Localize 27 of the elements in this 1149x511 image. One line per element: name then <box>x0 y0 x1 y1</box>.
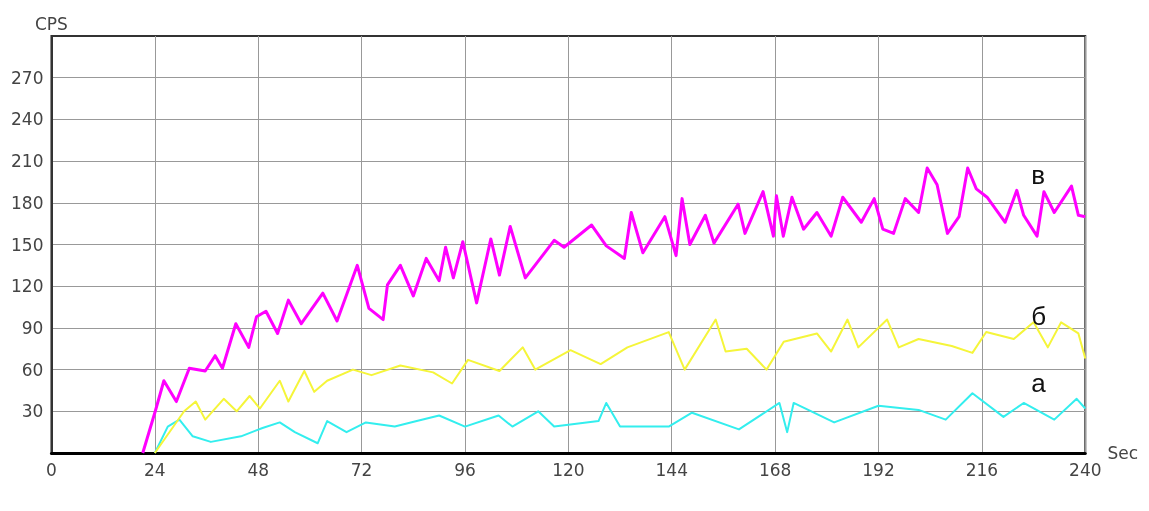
y-tick-label: 60 <box>21 359 44 380</box>
series-label: в <box>1031 159 1046 190</box>
x-tick-label: 24 <box>144 459 166 480</box>
y-tick-label: 180 <box>10 192 44 213</box>
x-axis-title: Sec <box>1107 443 1139 463</box>
y-tick-label: 270 <box>10 67 44 88</box>
x-tick-label: 96 <box>454 459 476 480</box>
x-tick-label: 192 <box>862 459 895 480</box>
x-tick-label: 48 <box>247 459 270 480</box>
y-axis-title: CPS <box>34 13 68 34</box>
y-tick-label: 30 <box>21 401 44 422</box>
y-tick-label: 240 <box>10 109 44 130</box>
x-tick-label: 168 <box>758 459 792 480</box>
y-tick-label: 210 <box>10 151 44 172</box>
y-tick-label: 90 <box>21 317 44 338</box>
x-tick-label: 144 <box>655 459 688 480</box>
x-tick-label: 216 <box>965 459 999 480</box>
y-tick-label: 150 <box>10 234 44 255</box>
x-tick-label: 120 <box>552 459 585 480</box>
line-series <box>153 392 1087 454</box>
series-label: б <box>1031 301 1047 332</box>
x-tick-label: 72 <box>350 459 373 480</box>
x-tick-label: 240 <box>1069 459 1102 480</box>
series-label: а <box>1031 367 1047 398</box>
x-tick-label: 0 <box>46 459 57 480</box>
line-series <box>141 166 1087 455</box>
y-tick-label: 120 <box>10 276 44 297</box>
